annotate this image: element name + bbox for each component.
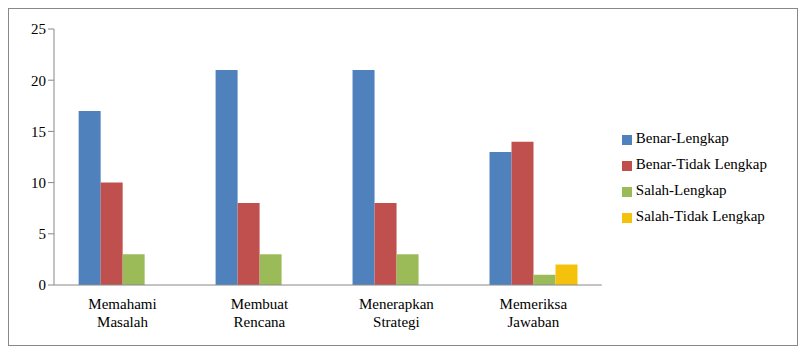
html-text:Salah-Tidak Lengkap: Salah-Tidak Lengkap xyxy=(635,208,765,224)
html-text:Salah-Lengkap: Salah-Lengkap xyxy=(635,182,727,198)
svg-text:10: 10 xyxy=(31,175,46,191)
svg-text:MemeriksaJawaban: MemeriksaJawaban xyxy=(500,296,568,330)
svg-text:15: 15 xyxy=(31,124,46,140)
svg-text:20: 20 xyxy=(31,73,46,89)
svg-text:5: 5 xyxy=(39,226,47,242)
svg-text:MemahamiMasalah: MemahamiMasalah xyxy=(88,296,156,330)
html-text:Benar-Tidak Lengkap: Benar-Tidak Lengkap xyxy=(635,156,767,172)
svg-text:25: 25 xyxy=(31,21,46,37)
html-text:Benar-Lengkap: Benar-Lengkap xyxy=(635,130,729,146)
svg-text:0: 0 xyxy=(39,277,47,293)
svg-text:MembuatRencana: MembuatRencana xyxy=(231,296,289,330)
svg-text:MenerapkanStrategi: MenerapkanStrategi xyxy=(359,296,434,330)
